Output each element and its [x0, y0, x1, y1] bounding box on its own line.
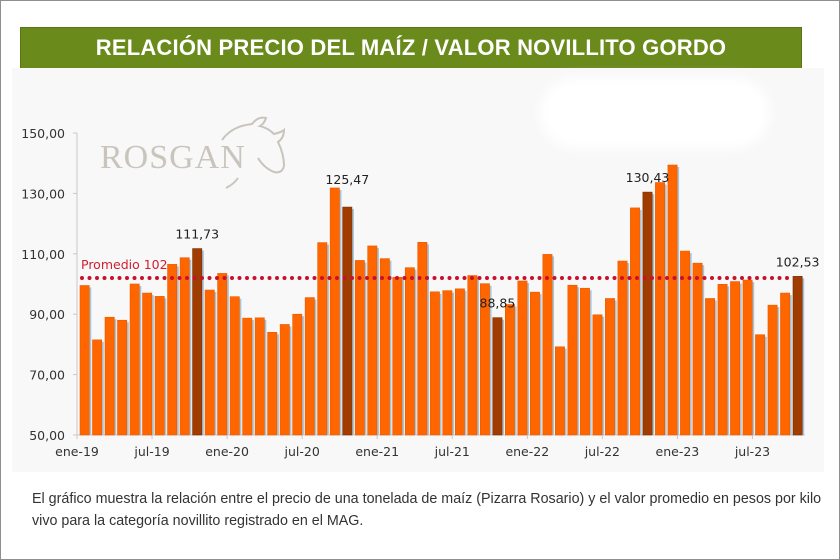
x-tick-label: jul-23	[734, 444, 770, 459]
bar	[630, 207, 640, 436]
bar	[317, 242, 328, 436]
bar-highlighted	[642, 191, 653, 436]
data-label: 102,53	[776, 254, 820, 269]
y-tick-label: 70,00	[29, 368, 65, 383]
bar	[404, 267, 415, 436]
bar	[217, 273, 228, 436]
data-label: 111,73	[175, 227, 219, 242]
bar	[104, 316, 115, 436]
bar	[755, 334, 766, 436]
chart-title: RELACIÓN PRECIO DEL MAÍZ / VALOR NOVILLI…	[95, 35, 727, 60]
bar	[567, 284, 578, 436]
bar	[580, 287, 590, 436]
rosgan-logo: ROSGAN	[100, 116, 286, 189]
bars	[79, 164, 805, 436]
average-line-group: Promedio 102	[80, 257, 795, 280]
y-tick-label: 150,00	[21, 126, 65, 141]
x-tick-label: jul-19	[133, 444, 169, 459]
x-tick-label: jul-20	[284, 444, 320, 459]
bar	[179, 257, 190, 436]
y-axis: 50,00 70,00 90,00 110,00 130,00 150,00	[21, 126, 78, 443]
bar	[329, 187, 340, 436]
x-tick-label: jul-22	[584, 444, 620, 459]
bar	[392, 277, 403, 436]
y-tick-label: 50,00	[29, 428, 65, 443]
bar	[680, 250, 690, 436]
y-tick-label: 130,00	[21, 186, 65, 201]
bar	[442, 290, 453, 436]
bar	[242, 317, 253, 436]
bar	[167, 264, 178, 436]
bar	[767, 304, 778, 436]
cow-head-icon	[221, 116, 286, 189]
bar	[354, 260, 365, 436]
bar	[605, 298, 615, 436]
bar	[467, 275, 478, 436]
highlight-glow	[540, 78, 770, 148]
bar	[780, 292, 791, 436]
bar	[542, 254, 553, 436]
y-tick-label: 110,00	[21, 247, 65, 262]
x-tick-label: ene-23	[656, 444, 700, 459]
bar-highlighted	[792, 276, 803, 436]
bar	[655, 182, 665, 436]
data-label: 125,47	[325, 172, 369, 187]
bar	[304, 297, 315, 436]
x-tick-label: ene-19	[55, 444, 99, 459]
data-label: 88,85	[480, 296, 516, 311]
bar	[617, 260, 628, 436]
bar	[429, 291, 440, 436]
y-tick-label: 90,00	[29, 307, 65, 322]
bar	[692, 262, 703, 436]
logo-text: ROSGAN	[100, 139, 246, 176]
bar	[79, 285, 90, 436]
bar	[379, 258, 390, 436]
bar	[454, 288, 465, 436]
bar	[479, 283, 490, 436]
average-label: Promedio 102	[81, 257, 168, 272]
x-tick-label: ene-22	[505, 444, 549, 459]
bar	[254, 317, 265, 436]
bar	[204, 289, 215, 436]
bar	[705, 298, 715, 436]
bar-highlighted	[492, 317, 503, 436]
bar	[292, 313, 303, 436]
data-labels: 111,73 125,47 88,85 130,43 102,53	[175, 170, 819, 311]
bar	[367, 245, 378, 436]
bar	[279, 324, 290, 436]
bar	[154, 296, 165, 436]
bar	[417, 242, 428, 436]
bar	[667, 164, 678, 436]
chart-caption: El gráfico muestra la relación entre el …	[32, 491, 822, 529]
bar	[717, 284, 728, 436]
bar	[504, 304, 515, 436]
bar	[517, 280, 528, 436]
bar	[142, 292, 153, 436]
data-label: 130,43	[626, 170, 670, 185]
bar-highlighted	[342, 206, 353, 436]
bar	[555, 346, 565, 436]
bar-highlighted	[192, 248, 203, 436]
bar	[730, 281, 741, 436]
bar	[129, 283, 140, 436]
x-tick-label: jul-21	[434, 444, 470, 459]
bar	[530, 291, 540, 436]
x-tick-label: ene-21	[355, 444, 399, 459]
bar	[229, 296, 240, 436]
x-tick-label: ene-20	[205, 444, 249, 459]
bar	[267, 332, 278, 436]
bar	[742, 279, 753, 436]
bar	[92, 339, 103, 436]
bar	[117, 319, 128, 436]
bar	[592, 314, 603, 436]
x-axis: ene-19 jul-19 ene-20 jul-20 ene-21 jul-21 ene-…	[55, 434, 805, 459]
